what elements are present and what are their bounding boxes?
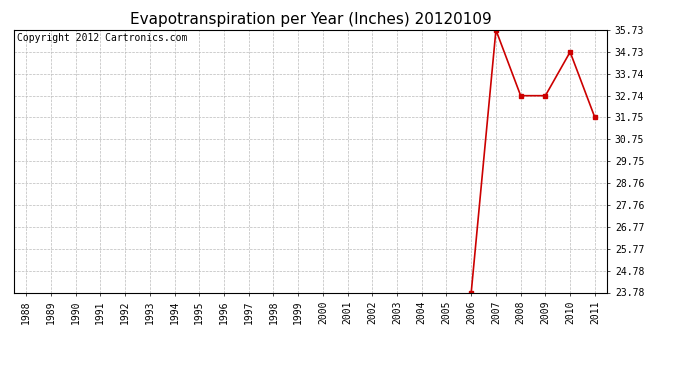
Title: Evapotranspiration per Year (Inches) 20120109: Evapotranspiration per Year (Inches) 201… <box>130 12 491 27</box>
Text: Copyright 2012 Cartronics.com: Copyright 2012 Cartronics.com <box>17 33 187 43</box>
